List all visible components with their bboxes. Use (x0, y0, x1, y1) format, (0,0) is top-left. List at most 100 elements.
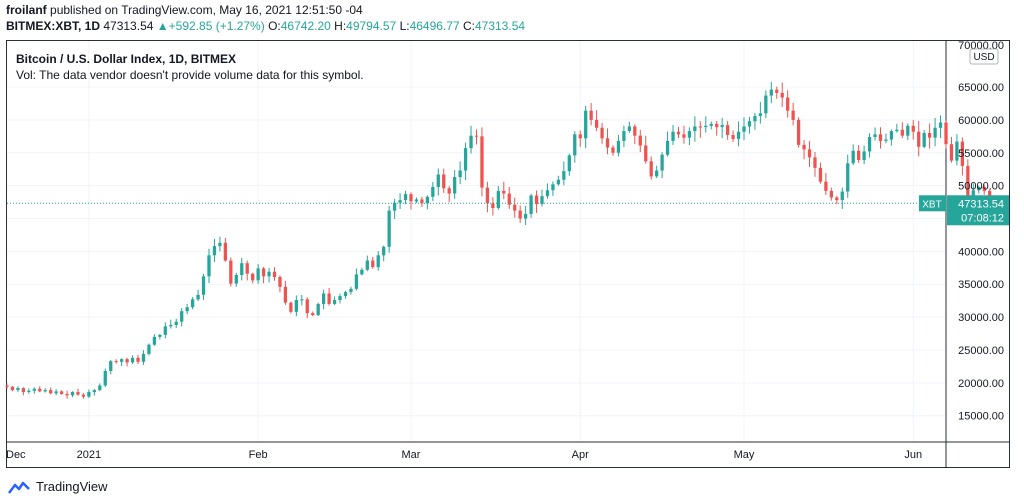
candle-body (878, 134, 883, 141)
candle-body (141, 353, 146, 362)
candle-body (818, 167, 823, 182)
candle-body (371, 260, 375, 268)
candle-body (38, 388, 42, 392)
candle-body (917, 131, 921, 147)
candle-body (715, 123, 719, 128)
x-tick-label: Dec (6, 449, 26, 461)
price-tag-countdown: 07:08:12 (961, 212, 1004, 224)
up-arrow-icon: ▲ (156, 19, 169, 33)
candle-body (616, 140, 621, 153)
candle-body (534, 195, 539, 205)
candle-body (971, 190, 975, 201)
candle-body (813, 157, 817, 168)
low-value: 46496.77 (409, 19, 460, 33)
candle-body (251, 273, 255, 281)
candle-body (223, 242, 228, 261)
candle-body (458, 170, 462, 178)
candle-body (87, 392, 91, 397)
candle-body (747, 121, 752, 127)
candle-body (278, 276, 282, 287)
candle-body (169, 324, 173, 327)
candle-body (338, 296, 342, 301)
candle-body (469, 135, 473, 149)
candle-body (824, 181, 828, 191)
candle-body (103, 371, 107, 386)
candle-body (900, 129, 904, 136)
candle-body (311, 313, 315, 316)
y-tick-label: 55000.00 (958, 148, 1004, 160)
candle-body (562, 171, 566, 180)
candle-body (753, 115, 757, 122)
candle-body (65, 394, 69, 396)
candle-body (43, 390, 47, 392)
close-value: 47313.54 (474, 19, 526, 33)
candle-body (158, 334, 162, 337)
currency-label: USD (973, 52, 994, 63)
candle-body (480, 136, 484, 188)
candle-body (147, 344, 151, 354)
candle-body (922, 133, 926, 147)
close-label: C: (462, 19, 475, 33)
candle-body (54, 391, 58, 394)
candle-body (414, 199, 419, 202)
candle-body (240, 263, 244, 276)
candle-body (638, 135, 642, 146)
candle-body (698, 126, 702, 128)
high-value: 49794.57 (346, 19, 397, 33)
candle-body (382, 246, 386, 256)
candle-body (906, 125, 910, 136)
candle-body (196, 294, 200, 300)
candle-body (938, 122, 943, 128)
candle-body (846, 163, 850, 192)
candle-body (130, 357, 135, 363)
candle-body (573, 134, 577, 156)
candle-body (529, 195, 533, 214)
candle-body (862, 151, 866, 160)
candle-body (70, 392, 75, 396)
candle-body (109, 361, 113, 372)
candle-body (322, 293, 326, 304)
candle-body (392, 202, 397, 211)
candle-body (180, 311, 184, 322)
candle-body (496, 190, 500, 208)
candle-body (709, 123, 713, 126)
candle-body (513, 204, 517, 211)
author-name: froilanf (6, 3, 47, 17)
candle-body (802, 144, 806, 150)
candle-body (895, 129, 899, 132)
candle-body (420, 199, 424, 204)
candle-body (927, 133, 932, 138)
candle-body (267, 271, 271, 277)
candle-body (540, 196, 544, 205)
y-tick-label: 30000.00 (958, 312, 1004, 324)
candle-body (840, 191, 844, 201)
candle-body (185, 307, 189, 312)
candle-body (655, 170, 659, 177)
high-label: H: (334, 19, 347, 33)
candle-body (300, 299, 304, 301)
candle-body (600, 127, 604, 139)
candle-body (665, 140, 670, 155)
candle-body (523, 213, 528, 219)
candle-body (720, 125, 724, 128)
candle-body (966, 165, 970, 201)
candle-body (578, 134, 582, 139)
candle-body (507, 193, 511, 205)
candle-body (775, 89, 779, 93)
footer-brand[interactable]: TradingView (36, 479, 108, 494)
candle-body (327, 293, 331, 304)
candle-body (316, 303, 320, 316)
candle-body (114, 361, 118, 363)
candle-body (867, 136, 872, 152)
candle-body (786, 97, 790, 111)
candle-body (27, 390, 31, 393)
candle-body (32, 388, 36, 391)
candle-body (332, 300, 337, 304)
candle-body (349, 288, 353, 293)
candle-body (949, 144, 954, 161)
candle-body (622, 131, 626, 141)
x-tick-label: 2021 (77, 449, 101, 461)
candle-body (704, 125, 708, 128)
